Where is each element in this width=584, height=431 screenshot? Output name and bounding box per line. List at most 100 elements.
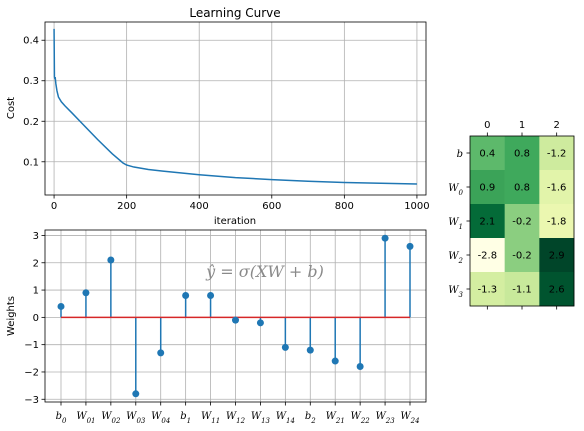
y-tick-label: −2: [24, 367, 39, 378]
heatmap-cell-value: 0.8: [514, 149, 530, 160]
weight-tick-label: W04: [151, 411, 170, 425]
y-tick-label: 2: [33, 258, 39, 269]
weight-marker: [256, 319, 264, 327]
heatmap-cell: [504, 272, 540, 307]
heatmap-cell-value: 2.6: [549, 285, 565, 296]
x-tick-label: 0: [51, 201, 57, 212]
heatmap-cell: [504, 170, 540, 205]
weight-tick-label: W11: [201, 411, 220, 425]
weights-y-label: Weights: [6, 296, 17, 336]
weight-tick-label: W03: [126, 411, 146, 425]
heatmap-cell: [539, 136, 575, 171]
heatmap-cell-value: 0.8: [514, 183, 530, 194]
heatmap-cell-value: -1.1: [512, 285, 532, 296]
weight-marker: [157, 349, 165, 357]
weight-marker: [82, 289, 90, 297]
heatmap-cell-value: 0.4: [479, 149, 495, 160]
heatmap-cell-value: 2.1: [479, 217, 495, 228]
weight-marker: [207, 292, 215, 300]
model-formula-annotation: ŷ = σ(XW + b): [205, 262, 324, 281]
heatmap-cell: [539, 272, 575, 307]
x-tick-label: 800: [335, 201, 354, 212]
heatmap-cell-value: -1.3: [478, 285, 498, 296]
weight-marker: [381, 234, 389, 242]
weights-ticks: b0 W01 W02 W03 W04 b1 W11 W12 W13 W14 b2 W21 W22 W23 W…: [24, 231, 419, 425]
weight-marker: [406, 242, 414, 250]
heatmap-cell-value: -1.8: [547, 217, 567, 228]
y-tick-label: 0.3: [23, 76, 39, 87]
heatmap-cell: [539, 170, 575, 205]
heatmap-cell-value: -0.2: [512, 251, 532, 262]
weight-marker: [57, 302, 65, 310]
heatmap-column-label: 2: [553, 120, 559, 131]
x-tick-label: 1000: [404, 201, 429, 212]
learning-curve-grid: [45, 22, 426, 195]
y-tick-label: −1: [24, 340, 39, 351]
heatmap-column-label: 1: [519, 120, 525, 131]
heatmap-cell-value: -1.6: [547, 183, 567, 194]
weight-tick-label: b2: [305, 411, 316, 425]
heatmap-column-label: 0: [484, 120, 490, 131]
heatmap-row-label: W3: [448, 285, 463, 299]
weight-tick-label: W02: [101, 411, 121, 425]
weight-tick-label: W21: [326, 411, 345, 425]
weight-tick-label: W23: [375, 411, 395, 425]
weight-tick-label: W22: [351, 411, 371, 425]
weight-tick-label: W13: [251, 411, 271, 425]
heatmap-cell: [470, 238, 505, 273]
y-tick-label: 3: [33, 231, 39, 242]
heatmap-cell: [504, 238, 540, 273]
cost-series-line: [53, 28, 417, 185]
heatmap-cell: [504, 204, 540, 239]
heatmap-cell-value: -0.2: [512, 217, 532, 228]
heatmap-cell-value: 0.9: [479, 183, 495, 194]
weight-tick-label: W24: [400, 411, 419, 425]
weight-marker: [232, 316, 239, 324]
x-tick-label: 400: [190, 201, 209, 212]
weight-tick-label: b0: [56, 411, 67, 425]
learning-curve-ticks: 0 200 400 600 800 1000 0.1 0.2 0.3 0.4: [23, 36, 430, 212]
learning-curve-frame: [44, 21, 427, 196]
weight-tick-label: W14: [276, 411, 295, 425]
heatmap-row-label: b: [457, 149, 463, 160]
weight-marker: [356, 363, 364, 371]
heatmap-cell: [470, 170, 505, 205]
y-tick-label: 1: [33, 286, 39, 297]
y-tick-label: 0.2: [23, 117, 39, 128]
y-tick-label: 0.4: [23, 36, 39, 47]
heatmap-cell-value: -1.2: [547, 149, 567, 160]
weight-marker: [331, 357, 339, 365]
learning-curve-x-label: iteration: [214, 216, 256, 227]
heatmap-cell: [539, 204, 575, 239]
heatmap-cells: 0.4 0.8 -1.2 0.9 0.8 -1.6 2.1 -0.2 -1.8 -2.8 -0.2 2…: [470, 136, 575, 307]
x-tick-label: 200: [117, 201, 136, 212]
heatmap-row-label: W0: [448, 183, 463, 197]
learning-curve-chart: 0 200 400 600 800 1000 0.1 0.2 0.3 0.4 Learning C…: [6, 6, 430, 227]
weights-stems: [57, 234, 414, 398]
heatmap-cell: [470, 272, 505, 307]
heatmap-cell: [504, 136, 540, 171]
weight-marker: [182, 292, 190, 300]
weight-tick-label: W01: [76, 411, 95, 425]
weight-marker: [132, 390, 140, 398]
learning-curve-y-label: Cost: [6, 97, 17, 119]
weight-marker: [107, 256, 115, 264]
y-tick-label: 0.1: [23, 157, 39, 168]
y-tick-label: −3: [24, 395, 39, 406]
heatmap-row-label: W1: [448, 217, 463, 231]
weight-tick-label: W12: [226, 411, 246, 425]
weights-grid: [45, 230, 426, 402]
heatmap-row-label: W2: [448, 251, 463, 265]
heatmap-cell-value: -2.8: [478, 251, 498, 262]
heatmap-cell: [470, 136, 505, 171]
weights-stem-chart: b0 W01 W02 W03 W04 b1 W11 W12 W13 W14 b2 W21 W22 W23 W…: [6, 229, 427, 425]
weight-tick-label: b1: [180, 411, 191, 425]
learning-curve-title: Learning Curve: [189, 6, 280, 20]
heatmap-cell: [470, 204, 505, 239]
x-tick-label: 600: [262, 201, 281, 212]
weight-marker: [281, 343, 289, 351]
y-tick-label: 0: [33, 313, 39, 324]
heatmap-ticks: 0 1 2 b W0 W1 W2 W3: [448, 120, 560, 310]
weights-heatmap: 0.4 0.8 -1.2 0.9 0.8 -1.6 2.1 -0.2 -1.8 -2.8 -0.2 2…: [448, 120, 575, 310]
